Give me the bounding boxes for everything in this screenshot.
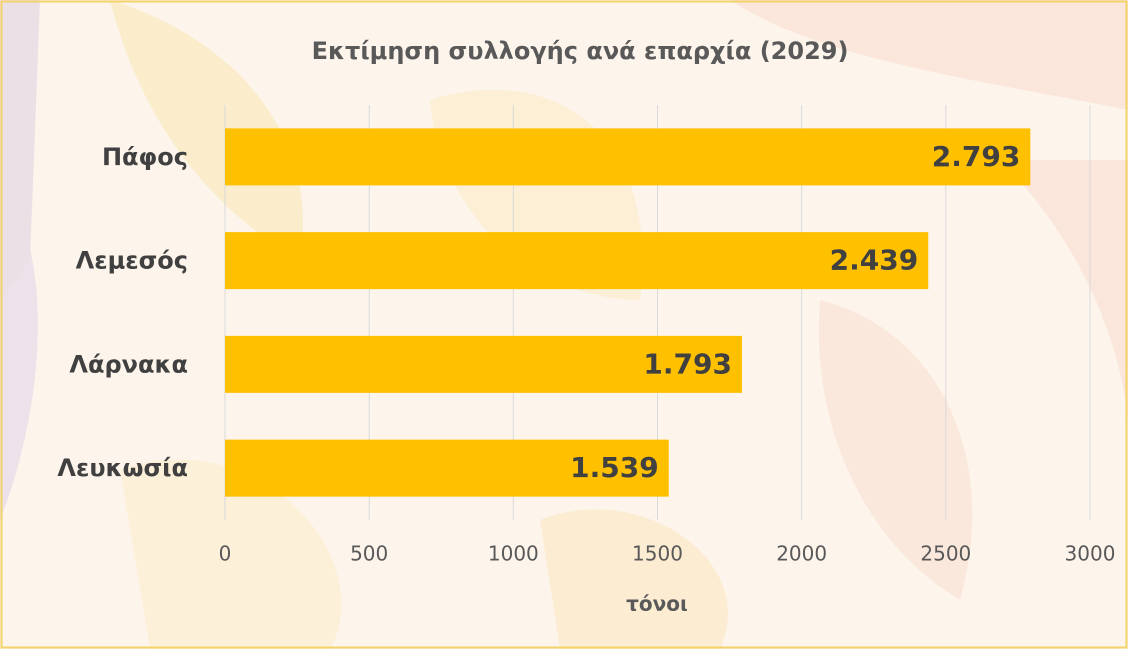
x-tick-label: 500 [350, 542, 388, 566]
x-tick-label: 1000 [488, 542, 539, 566]
chart-title: Εκτίμηση συλλογής ανά επαρχία (2029) [312, 37, 849, 65]
x-tick-label: 0 [219, 542, 232, 566]
value-label: 1.539 [570, 451, 659, 484]
value-label: 1.793 [643, 347, 732, 380]
x-tick-label: 2000 [776, 542, 827, 566]
bar [225, 128, 1030, 185]
x-axis-title: τόνοι [626, 592, 688, 616]
chart: Εκτίμηση συλλογής ανά επαρχία (2029) τόν… [0, 0, 1128, 649]
y-tick-label: Λεμεσός [76, 247, 188, 275]
x-tick-label: 3000 [1065, 542, 1116, 566]
value-label: 2.793 [932, 140, 1021, 173]
y-tick-label: Λευκωσία [57, 454, 188, 482]
x-tick-label: 2500 [920, 542, 971, 566]
value-label: 2.439 [830, 244, 919, 277]
bar [225, 232, 928, 289]
y-tick-label: Λάρνακα [69, 350, 188, 378]
x-tick-label: 1500 [632, 542, 683, 566]
y-tick-label: Πάφος [102, 143, 188, 171]
